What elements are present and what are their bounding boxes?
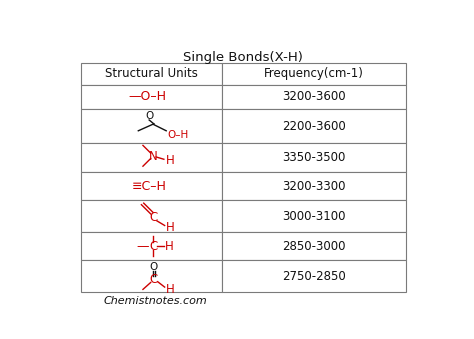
Text: H: H: [165, 154, 174, 166]
Text: Frequency(cm-1): Frequency(cm-1): [264, 67, 364, 80]
Bar: [222, 260, 406, 293]
Text: N: N: [149, 150, 157, 163]
Text: —O–H: —O–H: [128, 91, 166, 103]
Text: O: O: [150, 262, 158, 272]
Text: H: H: [164, 240, 173, 253]
Text: 3200-3300: 3200-3300: [283, 180, 346, 193]
Bar: [81, 109, 222, 143]
Text: ≡C–H: ≡C–H: [132, 180, 166, 193]
Text: C: C: [150, 211, 158, 224]
Text: H: H: [165, 283, 174, 296]
Text: C: C: [149, 240, 157, 253]
Text: —: —: [136, 240, 148, 253]
Text: 3350-3500: 3350-3500: [283, 151, 346, 164]
Text: 2750-2850: 2750-2850: [283, 270, 346, 283]
Text: Chemistnotes.com: Chemistnotes.com: [103, 296, 207, 305]
Text: O–H: O–H: [168, 129, 189, 140]
Text: 3200-3600: 3200-3600: [283, 91, 346, 103]
Bar: [222, 109, 406, 143]
Bar: [222, 233, 406, 260]
Bar: [222, 63, 406, 84]
Bar: [81, 84, 222, 109]
Text: 2200-3600: 2200-3600: [283, 120, 346, 133]
Bar: [81, 233, 222, 260]
Bar: [222, 200, 406, 233]
Text: Structural Units: Structural Units: [105, 67, 198, 80]
Bar: [81, 260, 222, 293]
Text: O: O: [145, 111, 153, 121]
Bar: [81, 63, 222, 84]
Bar: [81, 143, 222, 172]
Bar: [81, 172, 222, 200]
Text: 2850-3000: 2850-3000: [283, 240, 346, 253]
Text: H: H: [165, 221, 174, 234]
Text: C: C: [150, 273, 158, 286]
Bar: [222, 143, 406, 172]
Bar: [81, 200, 222, 233]
Text: 3000-3100: 3000-3100: [283, 210, 346, 223]
Bar: [222, 84, 406, 109]
Text: Single Bonds(X-H): Single Bonds(X-H): [183, 51, 303, 64]
Bar: [222, 172, 406, 200]
